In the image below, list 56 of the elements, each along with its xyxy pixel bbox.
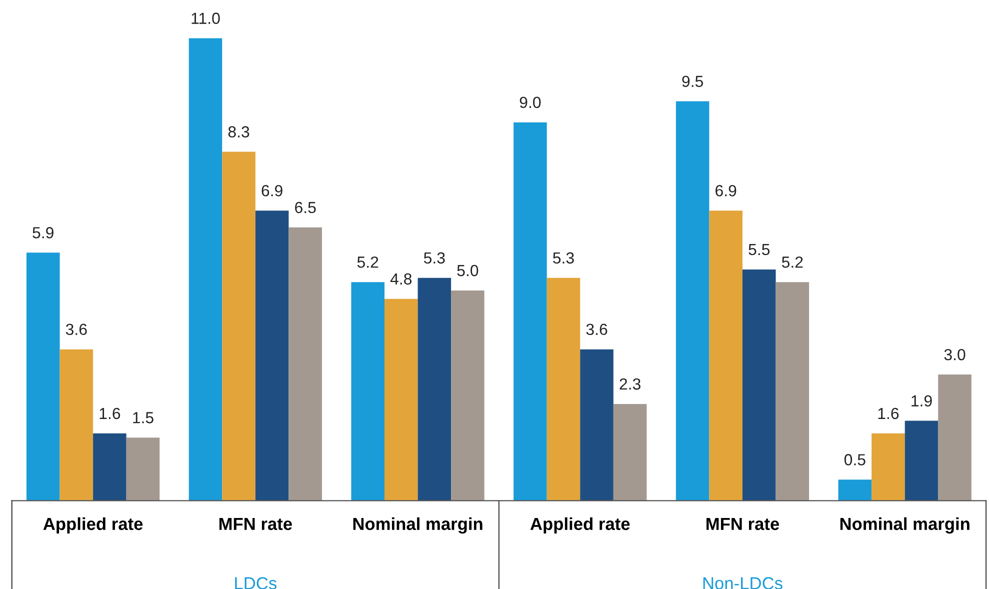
data-label: 9.5 <box>682 76 703 88</box>
bar <box>26 252 60 501</box>
data-label: 4.8 <box>390 273 412 285</box>
data-label: 1.5 <box>133 412 154 424</box>
data-label: 5.3 <box>553 252 574 264</box>
data-label: 6.9 <box>262 185 282 196</box>
data-label: 5.9 <box>32 227 54 238</box>
data-label: 11.0 <box>192 12 220 24</box>
bar <box>384 298 418 501</box>
data-label: 1.6 <box>878 408 899 420</box>
x-tick-label: Applied rate <box>530 517 630 534</box>
x-tick-label: Applied rate <box>43 517 143 534</box>
data-label: 8.3 <box>228 126 250 138</box>
bar <box>451 290 484 501</box>
bar <box>514 122 547 501</box>
data-label: 6.5 <box>295 202 316 214</box>
data-label: 5.5 <box>748 244 770 256</box>
bar <box>613 404 647 501</box>
bar <box>93 433 126 501</box>
data-label: 3.6 <box>586 324 608 336</box>
bar <box>60 349 94 501</box>
bar <box>838 480 872 501</box>
bar <box>904 420 938 501</box>
data-label: 5.2 <box>357 256 378 268</box>
bar <box>938 374 972 501</box>
bar <box>709 210 742 501</box>
bar <box>188 38 222 501</box>
data-label: 5.2 <box>782 256 803 268</box>
bar <box>776 282 810 501</box>
text: LDCs <box>235 577 276 589</box>
bar <box>418 278 452 501</box>
bar <box>676 101 710 501</box>
bar <box>742 269 776 501</box>
data-label: 5.3 <box>424 252 445 264</box>
x-tick-label: Nominal margin <box>353 517 482 534</box>
data-label: 1.9 <box>912 395 932 407</box>
bar <box>351 282 384 501</box>
bar <box>255 210 289 501</box>
bar <box>126 438 160 501</box>
data-label: 9.0 <box>520 96 541 108</box>
bar <box>546 278 580 501</box>
bar <box>580 349 614 501</box>
x-tick-label: MFN rate <box>219 518 292 530</box>
text: Non-LDCs <box>703 577 782 589</box>
data-label: 2.3 <box>620 378 640 390</box>
data-label: 6.9 <box>716 185 736 196</box>
x-tick-label: Nominal margin <box>840 517 970 534</box>
bar <box>288 227 322 501</box>
data-label: 3.6 <box>66 324 87 336</box>
x-tick-label: MFN rate <box>706 518 780 530</box>
data-label: 1.6 <box>100 408 120 420</box>
bar <box>872 433 905 501</box>
data-label: 0.5 <box>844 454 866 466</box>
data-label: 5.0 <box>457 264 478 276</box>
bar <box>222 152 256 501</box>
data-label: 3.0 <box>944 348 966 360</box>
